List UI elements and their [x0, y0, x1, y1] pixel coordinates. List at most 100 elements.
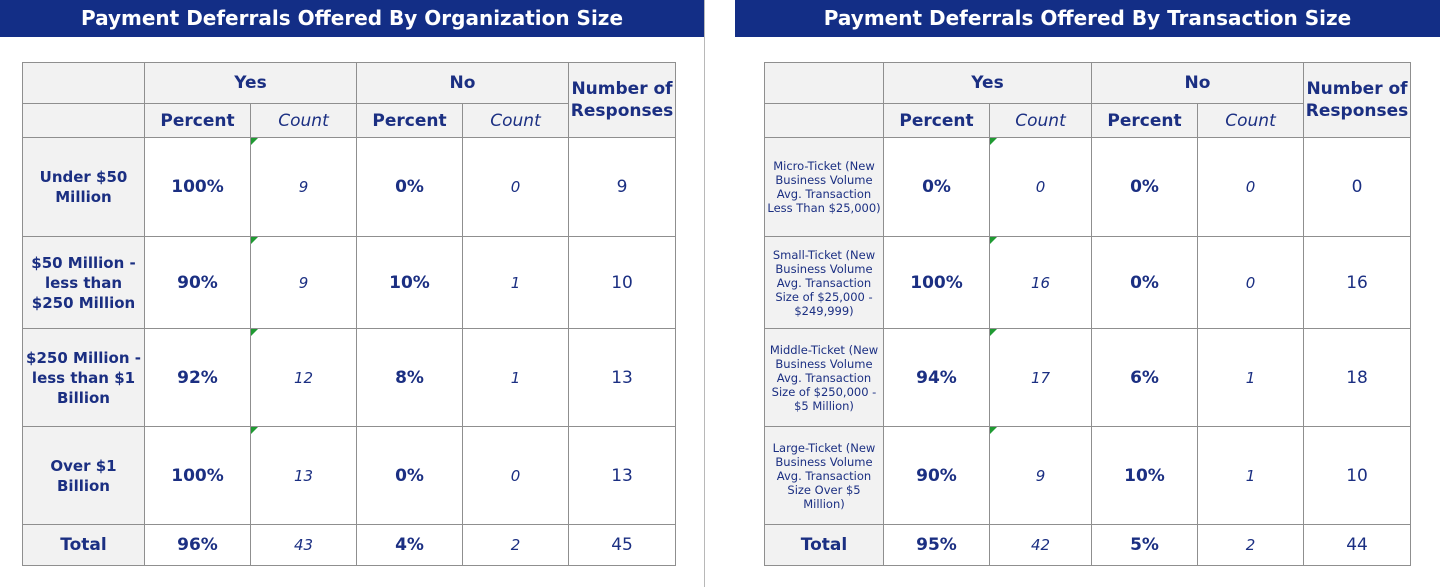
org-size-table: Yes No Number of Responses Percent Count…: [22, 62, 677, 566]
total-row: Total 96% 43 4% 2 45: [22, 524, 677, 566]
table-row: Micro-Ticket (New Business Volume Avg. T…: [764, 137, 1412, 237]
table-row: Under $50 Million 100% 9 0% 0 9: [22, 137, 677, 237]
no-count: 0: [1196, 137, 1305, 237]
yes-percent: 94%: [883, 328, 990, 427]
count-header: Count: [1196, 103, 1305, 138]
no-percent: 8%: [356, 328, 463, 427]
responses-header: Number of Responses: [1303, 62, 1412, 138]
yes-count: 9: [989, 426, 1092, 525]
row-label: $50 Million - less than $250 Million: [22, 236, 145, 329]
responses-value: 10: [1303, 426, 1412, 525]
yes-count: 9: [250, 236, 357, 329]
responses-value: 13: [568, 328, 677, 427]
row-label: Over $1 Billion: [22, 426, 145, 525]
table-row: $250 Million - less than $1 Billion 92% …: [22, 328, 677, 427]
no-header: No: [1090, 62, 1305, 104]
comment-marker-icon: [251, 237, 258, 244]
comment-marker-icon: [990, 427, 997, 434]
no-percent: 0%: [1091, 236, 1198, 329]
yes-count: 12: [250, 328, 357, 427]
yes-count: 0: [989, 137, 1092, 237]
yes-header: Yes: [144, 62, 357, 104]
comment-marker-icon: [990, 237, 997, 244]
corner-cell: [764, 62, 884, 104]
percent-header: Percent: [883, 103, 990, 138]
no-percent: 4%: [356, 524, 463, 566]
yes-percent: 96%: [144, 524, 251, 566]
responses-value: 13: [568, 426, 677, 525]
responses-value: 18: [1303, 328, 1412, 427]
comment-marker-icon: [251, 329, 258, 336]
yes-percent: 0%: [883, 137, 990, 237]
panel-divider: [704, 0, 705, 587]
corner-cell: [764, 103, 884, 138]
yes-count: 9: [250, 137, 357, 237]
row-label: Small-Ticket (New Business Volume Avg. T…: [764, 236, 884, 329]
responses-value: 44: [1303, 524, 1412, 566]
comment-marker-icon: [251, 427, 258, 434]
responses-value: 0: [1303, 137, 1412, 237]
yes-percent: 100%: [883, 236, 990, 329]
table-row: $50 Million - less than $250 Million 90%…: [22, 236, 677, 329]
no-count: 0: [461, 426, 570, 525]
responses-value: 10: [568, 236, 677, 329]
header-row-1: Yes No Number of Responses: [22, 62, 677, 138]
no-count: 2: [461, 524, 570, 566]
responses-value: 9: [568, 137, 677, 237]
total-row: Total 95% 42 5% 2 44: [764, 524, 1412, 566]
yes-percent: 90%: [144, 236, 251, 329]
responses-header: Number of Responses: [568, 62, 677, 138]
no-count: 1: [1196, 426, 1305, 525]
no-count: 1: [1196, 328, 1305, 427]
responses-value: 16: [1303, 236, 1412, 329]
panel-title: Payment Deferrals Offered By Organizatio…: [0, 0, 704, 37]
comment-marker-icon: [251, 138, 258, 145]
table-row: Large-Ticket (New Business Volume Avg. T…: [764, 426, 1412, 525]
table-row: Small-Ticket (New Business Volume Avg. T…: [764, 236, 1412, 329]
row-label: Middle-Ticket (New Business Volume Avg. …: [764, 328, 884, 427]
corner-cell: [22, 103, 145, 138]
no-percent: 0%: [356, 137, 463, 237]
yes-percent: 100%: [144, 426, 251, 525]
yes-count: 17: [989, 328, 1092, 427]
table-row: Over $1 Billion 100% 13 0% 0 13: [22, 426, 677, 525]
corner-cell: [22, 62, 145, 104]
no-count: 0: [461, 137, 570, 237]
no-count: 1: [461, 328, 570, 427]
transaction-size-panel: Payment Deferrals Offered By Transaction…: [735, 0, 1440, 587]
panel-title: Payment Deferrals Offered By Transaction…: [735, 0, 1440, 37]
no-percent: 0%: [356, 426, 463, 525]
count-header: Count: [461, 103, 570, 138]
no-percent: 5%: [1091, 524, 1198, 566]
header-row-2: Percent Count Percent Count: [22, 103, 676, 138]
yes-count: 13: [250, 426, 357, 525]
yes-percent: 90%: [883, 426, 990, 525]
count-header: Count: [250, 103, 357, 138]
yes-count: 42: [989, 524, 1092, 566]
responses-value: 45: [568, 524, 677, 566]
no-header: No: [355, 62, 570, 104]
no-percent: 10%: [1091, 426, 1198, 525]
yes-percent: 92%: [144, 328, 251, 427]
no-percent: 0%: [1091, 137, 1198, 237]
percent-header: Percent: [1091, 103, 1198, 138]
org-size-panel: Payment Deferrals Offered By Organizatio…: [0, 0, 704, 587]
header-row-1: Yes No Number of Responses: [764, 62, 1412, 138]
yes-count: 16: [989, 236, 1092, 329]
header-row-2: Percent Count Percent Count: [764, 103, 1411, 138]
total-label: Total: [764, 524, 884, 566]
row-label: Micro-Ticket (New Business Volume Avg. T…: [764, 137, 884, 237]
percent-header: Percent: [144, 103, 251, 138]
yes-percent: 95%: [883, 524, 990, 566]
no-percent: 6%: [1091, 328, 1198, 427]
no-percent: 10%: [356, 236, 463, 329]
no-count: 0: [1196, 236, 1305, 329]
comment-marker-icon: [990, 329, 997, 336]
comment-marker-icon: [990, 138, 997, 145]
transaction-size-table: Yes No Number of Responses Percent Count…: [764, 62, 1412, 566]
row-label: Under $50 Million: [22, 137, 145, 237]
no-count: 1: [461, 236, 570, 329]
row-label: $250 Million - less than $1 Billion: [22, 328, 145, 427]
percent-header: Percent: [356, 103, 463, 138]
count-header: Count: [989, 103, 1092, 138]
